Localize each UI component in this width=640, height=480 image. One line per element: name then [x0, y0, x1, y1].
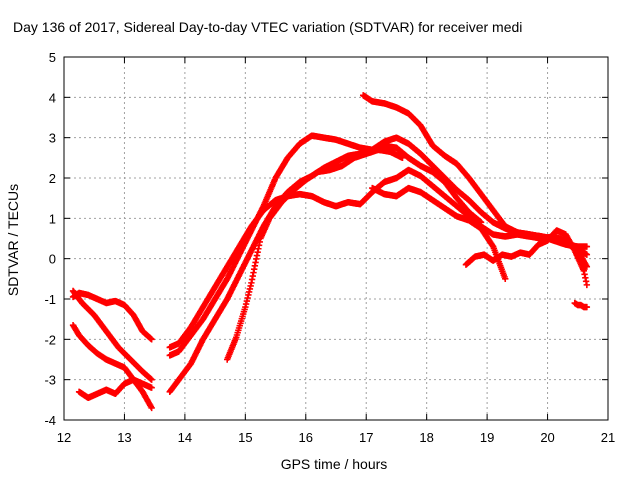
data-point-marker: [583, 303, 591, 311]
x-axis-title: GPS time / hours: [281, 456, 388, 472]
data-points: [69, 92, 591, 412]
y-tick-label: 5: [49, 50, 56, 65]
x-tick-label: 19: [480, 430, 494, 445]
y-tick-label: -2: [44, 332, 56, 347]
y-tick-label: 0: [49, 252, 56, 267]
series-track-12: [571, 299, 591, 311]
x-tick-label: 17: [359, 430, 373, 445]
x-tick-label: 14: [178, 430, 192, 445]
data-point-marker: [148, 384, 155, 391]
series-track-8: [224, 146, 406, 363]
data-point-marker: [583, 243, 591, 250]
series-track-1: [69, 289, 155, 343]
data-point-marker: [148, 404, 155, 412]
y-tick-label: 1: [49, 211, 56, 226]
data-point-marker: [583, 251, 591, 258]
y-tick-label: -3: [44, 373, 56, 388]
y-tick-label: -4: [44, 413, 56, 428]
data-point-marker: [583, 281, 591, 289]
data-point-marker: [148, 376, 155, 383]
y-tick-label: 4: [49, 90, 56, 105]
y-tick-label: -1: [44, 292, 56, 307]
x-tick-label: 18: [419, 430, 433, 445]
series-track-11: [462, 227, 591, 289]
x-tick-label: 13: [117, 430, 131, 445]
series-track-9: [360, 92, 591, 250]
plot-frame: [63, 56, 609, 421]
y-tick-label: 3: [49, 131, 56, 146]
data-point-marker: [399, 154, 406, 162]
y-axis-title: SDTVAR / TECUs: [5, 184, 21, 296]
x-tick-label: 21: [601, 430, 615, 445]
data-point-marker: [502, 275, 509, 283]
series-track-4: [75, 376, 155, 402]
y-tick-label: 2: [49, 171, 56, 186]
x-tick-label: 15: [238, 430, 252, 445]
x-tick-label: 20: [540, 430, 554, 445]
x-tick-label: 12: [57, 430, 71, 445]
x-tick-label: 16: [299, 430, 313, 445]
series-track-2: [69, 287, 155, 383]
series-track-10: [369, 184, 509, 283]
chart-title: Day 136 of 2017, Sidereal Day-to-day VTE…: [13, 19, 522, 35]
data-point-marker: [148, 336, 155, 343]
